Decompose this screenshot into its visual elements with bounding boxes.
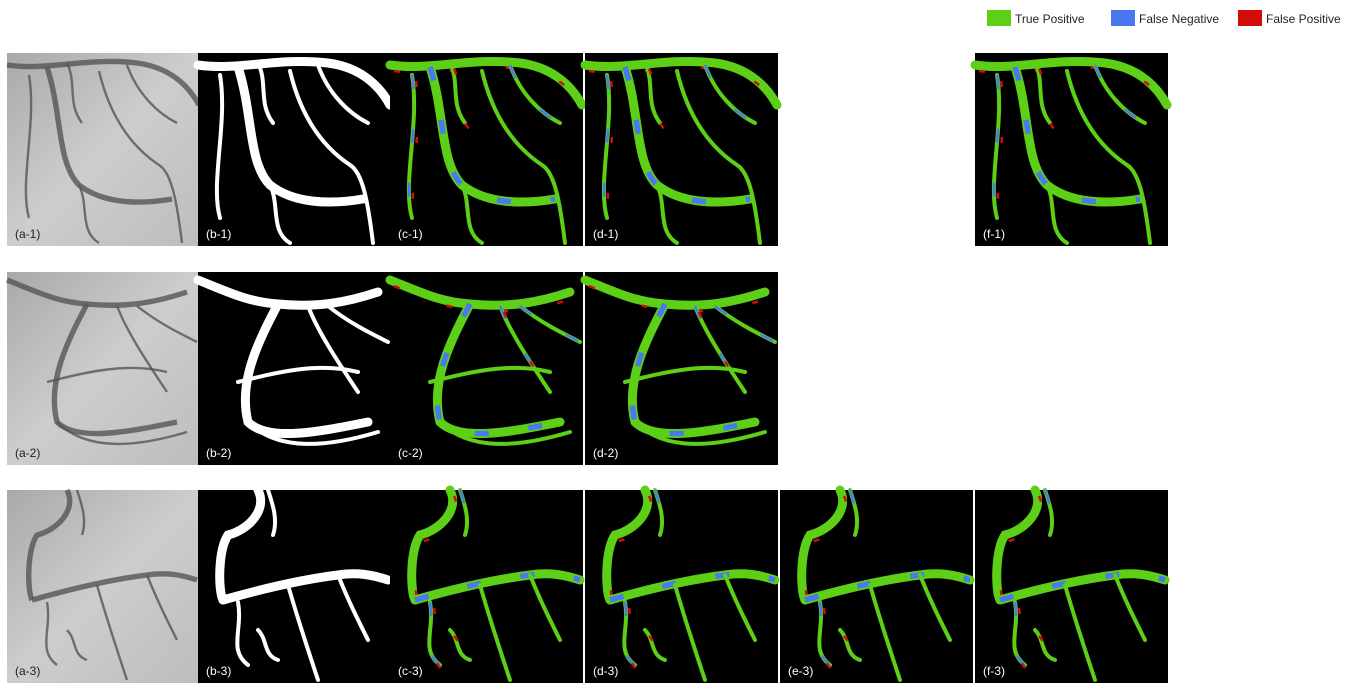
panel: (b-2) <box>198 272 391 465</box>
panel-label: (b-3) <box>206 664 231 678</box>
panel: (b-3) <box>198 490 391 683</box>
panel-label: (a-3) <box>15 664 40 678</box>
panel: (a-1) <box>7 53 200 246</box>
panel-label: (d-3) <box>593 664 618 678</box>
panel-label: (d-2) <box>593 446 618 460</box>
legend-label: False Positive <box>1266 12 1341 26</box>
panel: (d-2) <box>585 272 778 465</box>
panel: (c-2) <box>390 272 583 465</box>
panel: (e-3) <box>780 490 973 683</box>
page: True Positive False Negative False Positiv… <box>0 0 1369 688</box>
legend-label: True Positive <box>1015 12 1085 26</box>
panel: (f-3) <box>975 490 1168 683</box>
panel-label: (c-3) <box>398 664 423 678</box>
legend-swatch <box>1111 10 1135 26</box>
panel-label: (a-2) <box>15 446 40 460</box>
panel-label: (a-1) <box>15 227 40 241</box>
panel: (d-3) <box>585 490 778 683</box>
panel: (a-3) <box>7 490 200 683</box>
panel-label: (c-1) <box>398 227 423 241</box>
legend: True Positive False Negative False Positiv… <box>987 10 1341 26</box>
legend-label: False Negative <box>1139 12 1219 26</box>
panel-background <box>7 490 200 683</box>
panel-label: (e-3) <box>788 664 813 678</box>
panel: (c-1) <box>390 53 586 246</box>
panel: (f-1) <box>975 53 1171 246</box>
panel-label: (b-2) <box>206 446 231 460</box>
panel-background <box>7 53 200 246</box>
panel: (a-2) <box>7 272 200 465</box>
panel-label: (c-2) <box>398 446 423 460</box>
panel-grid: (a-1) (b-1) (c-1) (d-1) (f-1) (a-2) (b-2) (c-2)… <box>7 53 1171 683</box>
legend-swatch <box>1238 10 1262 26</box>
panel: (b-1) <box>198 53 391 246</box>
legend-swatch <box>987 10 1011 26</box>
figure: True Positive False Negative False Positiv… <box>0 0 1369 683</box>
panel-label: (b-1) <box>206 227 231 241</box>
panel-label: (f-1) <box>983 227 1005 241</box>
panel: (c-3) <box>390 490 583 683</box>
panel: (d-1) <box>585 53 781 246</box>
panel-label: (d-1) <box>593 227 618 241</box>
panel-label: (f-3) <box>983 664 1005 678</box>
